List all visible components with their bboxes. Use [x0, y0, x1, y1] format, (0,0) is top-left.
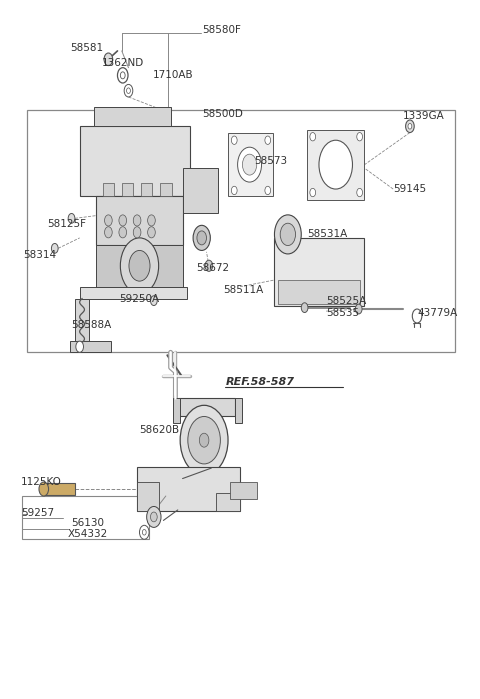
Text: 58531A: 58531A [307, 229, 347, 239]
Circle shape [193, 225, 210, 250]
Circle shape [319, 140, 352, 189]
Circle shape [408, 124, 412, 129]
Circle shape [355, 304, 362, 314]
Circle shape [143, 529, 146, 535]
Polygon shape [228, 134, 273, 196]
Circle shape [151, 296, 157, 305]
Text: 58535: 58535 [326, 308, 359, 318]
Text: 1339GA: 1339GA [403, 112, 444, 122]
Polygon shape [182, 168, 218, 213]
Bar [27, 110, 456, 352]
Text: 59257: 59257 [21, 508, 54, 519]
Text: REF.58-587: REF.58-587 [226, 377, 295, 387]
Bar [122, 183, 133, 196]
Text: 59250A: 59250A [120, 294, 159, 303]
Polygon shape [94, 107, 170, 127]
Circle shape [51, 243, 58, 253]
Text: 58588A: 58588A [72, 320, 112, 330]
Text: 58672: 58672 [196, 263, 229, 273]
Polygon shape [96, 196, 182, 245]
Circle shape [140, 525, 149, 539]
Circle shape [275, 215, 301, 254]
Circle shape [231, 186, 237, 194]
Bar [173, 398, 180, 423]
Circle shape [280, 223, 296, 245]
Polygon shape [216, 493, 240, 512]
Polygon shape [75, 298, 89, 343]
Circle shape [188, 417, 220, 464]
Circle shape [357, 133, 362, 141]
Circle shape [133, 226, 141, 238]
Text: 56130: 56130 [72, 517, 105, 528]
Text: 58581: 58581 [70, 43, 103, 53]
Circle shape [310, 188, 316, 196]
Text: 58500D: 58500D [202, 109, 242, 119]
Circle shape [118, 68, 128, 83]
Circle shape [129, 250, 150, 281]
Text: 58620B: 58620B [140, 425, 180, 435]
Circle shape [357, 188, 362, 196]
Circle shape [119, 215, 127, 226]
Text: 58525A: 58525A [326, 296, 366, 305]
Polygon shape [70, 341, 111, 352]
Text: 1710AB: 1710AB [153, 71, 193, 80]
Text: 58314: 58314 [24, 250, 57, 260]
Circle shape [76, 341, 84, 352]
Bar [160, 183, 171, 196]
Circle shape [127, 88, 131, 94]
Circle shape [133, 215, 141, 226]
Polygon shape [80, 127, 190, 196]
Text: 59145: 59145 [393, 184, 426, 194]
Circle shape [242, 154, 257, 175]
Circle shape [104, 53, 113, 66]
Circle shape [180, 405, 228, 475]
Circle shape [39, 482, 48, 496]
Circle shape [120, 238, 158, 294]
Circle shape [205, 260, 213, 271]
Circle shape [231, 136, 237, 145]
Bar [103, 183, 114, 196]
Circle shape [151, 512, 157, 522]
Text: 58573: 58573 [254, 156, 288, 166]
Bar [141, 183, 153, 196]
Circle shape [265, 136, 271, 145]
Circle shape [199, 433, 209, 447]
Polygon shape [96, 245, 182, 287]
Polygon shape [137, 482, 158, 512]
Bar [235, 398, 242, 423]
Circle shape [124, 85, 133, 97]
Circle shape [301, 303, 308, 312]
Text: 1362ND: 1362ND [102, 58, 144, 68]
Text: 43779A: 43779A [417, 308, 457, 318]
Circle shape [147, 507, 161, 527]
Circle shape [105, 215, 112, 226]
Circle shape [148, 215, 156, 226]
Text: 58580F: 58580F [202, 25, 240, 35]
Bar [278, 280, 360, 304]
Circle shape [310, 133, 316, 141]
Text: 58125F: 58125F [48, 219, 86, 229]
Circle shape [105, 226, 112, 238]
Polygon shape [230, 482, 257, 500]
Circle shape [238, 147, 262, 182]
Polygon shape [178, 398, 235, 416]
Polygon shape [80, 287, 187, 298]
Circle shape [412, 309, 422, 323]
Text: 1125KO: 1125KO [21, 477, 61, 487]
Polygon shape [274, 238, 364, 306]
Text: 58511A: 58511A [223, 285, 264, 295]
Polygon shape [137, 467, 240, 512]
Text: X54332: X54332 [68, 528, 108, 539]
Circle shape [406, 120, 414, 133]
Circle shape [68, 213, 75, 223]
Bar [22, 496, 149, 539]
Circle shape [120, 72, 125, 79]
Circle shape [197, 231, 206, 245]
Circle shape [119, 226, 127, 238]
Polygon shape [307, 130, 364, 199]
Bar [44, 484, 75, 495]
Circle shape [148, 226, 156, 238]
Circle shape [265, 186, 271, 194]
